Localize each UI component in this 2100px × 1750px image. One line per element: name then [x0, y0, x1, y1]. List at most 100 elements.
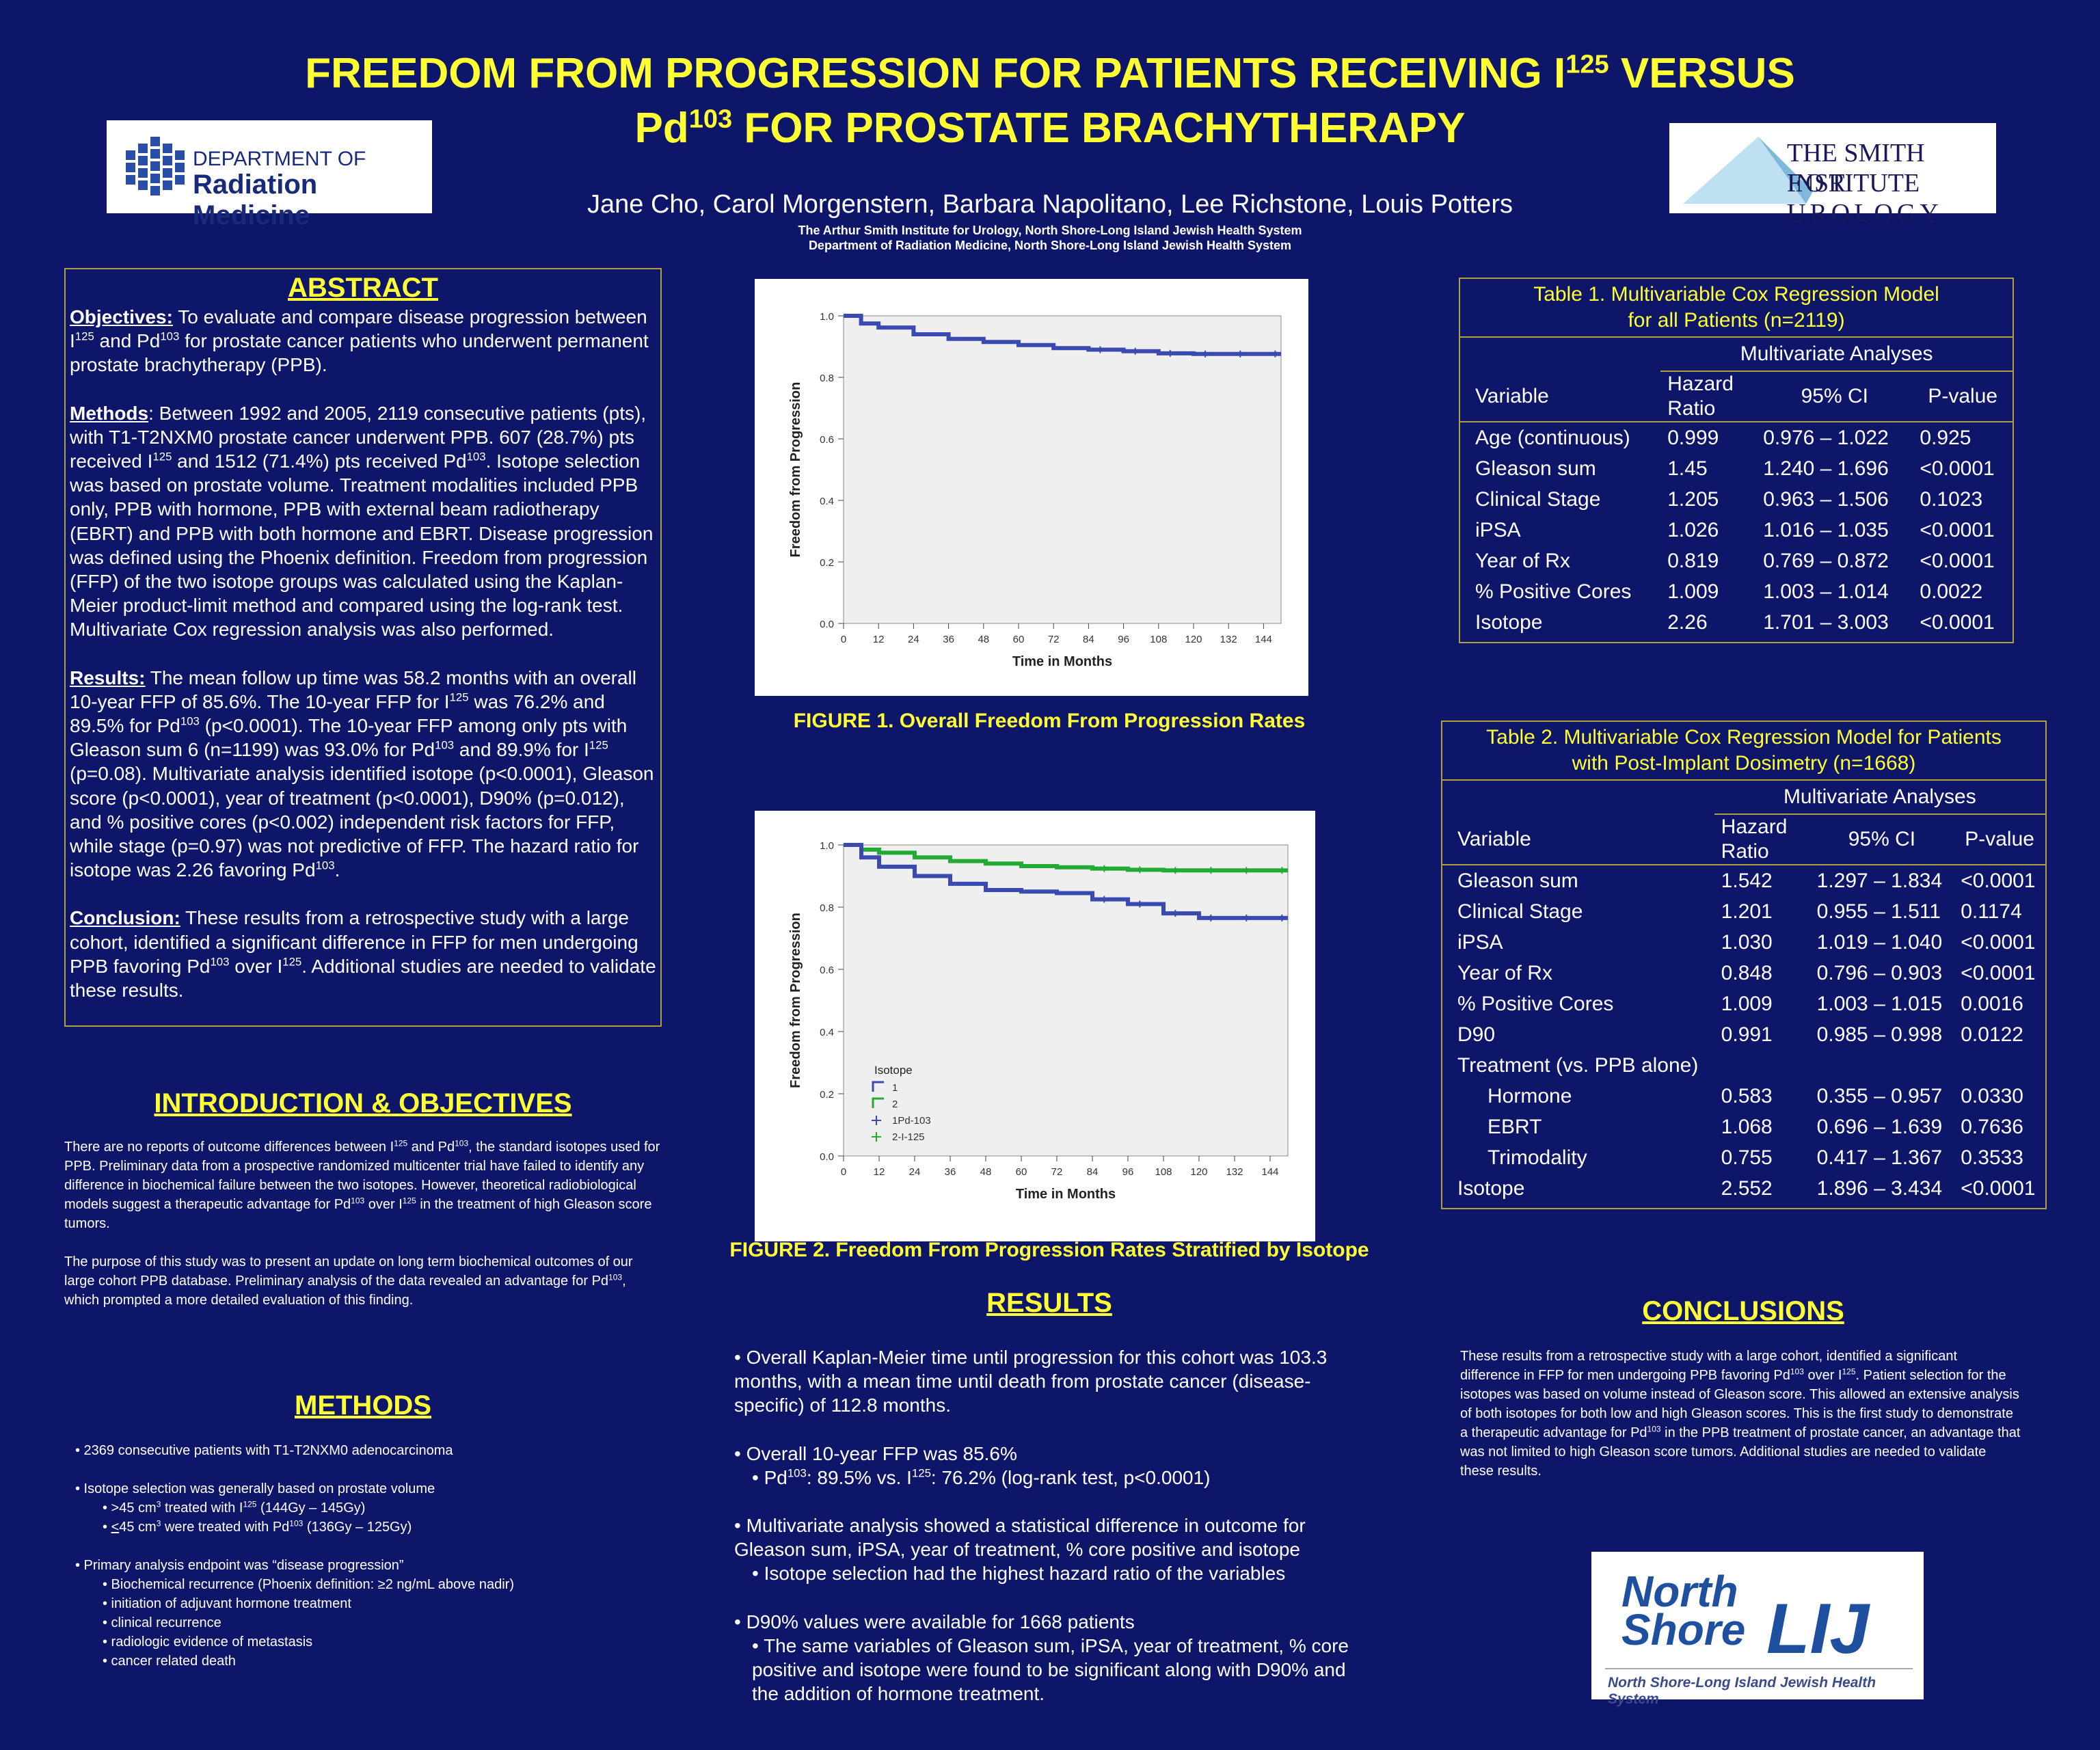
- x-tick-label: 132: [1226, 1166, 1243, 1178]
- table-row: Trimodality 0.755 0.417 – 1.367 0.3533: [1488, 1146, 2023, 1169]
- table1-box: Table 1. Multivariable Cox Regression Mo…: [1459, 278, 2014, 643]
- abstract-methods: Methods: Between 1992 and 2005, 2119 con…: [70, 402, 654, 641]
- x-tick-label: 72: [1048, 634, 1060, 645]
- x-tick-label: 72: [1051, 1166, 1063, 1178]
- table-header: Hazard Ratio: [1667, 373, 1734, 420]
- abstract-conclusion: Conclusion: These results from a retrosp…: [70, 907, 656, 1001]
- list-item: • Isotope selection was generally based …: [75, 1481, 435, 1496]
- censor-mark: [1243, 867, 1250, 874]
- legend-entry: 1: [892, 1082, 898, 1094]
- legend-entry: 2: [892, 1099, 898, 1110]
- x-tick-label: 132: [1220, 634, 1237, 645]
- affiliations: The Arthur Smith Institute for Urology, …: [0, 223, 2100, 253]
- legend-line-icon: [872, 1081, 884, 1092]
- list-item: • cancer related death: [103, 1654, 236, 1669]
- y-axis-label: Freedom from Progression: [788, 382, 803, 558]
- table-header: Variable: [1457, 827, 1531, 850]
- x-tick-label: 0: [841, 1166, 846, 1178]
- list-item: • The same variables of Gleason sum, iPS…: [752, 1634, 1349, 1705]
- x-tick-label: 48: [978, 634, 989, 645]
- table2: Multivariate Analyses Variable Hazard Rati…: [1442, 781, 2045, 1204]
- table-header: P-value: [1965, 828, 2034, 850]
- affiliation-1: The Arthur Smith Institute for Urology, …: [798, 224, 1302, 237]
- x-tick-label: 36: [945, 1166, 956, 1178]
- intro-text: There are no reports of outcome differen…: [64, 1138, 662, 1310]
- figure2-chart: 0.00.20.40.60.81.00 12 24 36 48 60 72 84 96 108 12…: [788, 840, 1289, 1202]
- list-item: • Isotope selection had the highest haza…: [752, 1563, 1286, 1585]
- list-item: • Overall 10-year FFP was 85.6%: [734, 1442, 1017, 1464]
- intro-paragraph-1: There are no reports of outcome differen…: [64, 1138, 660, 1231]
- censor-mark: [1101, 865, 1108, 872]
- list-item: • Overall Kaplan-Meier time until progre…: [734, 1347, 1328, 1416]
- list-item: • D90% values were available for 1668 pa…: [734, 1611, 1135, 1632]
- x-tick-label: 60: [1016, 1166, 1027, 1178]
- authors: Jane Cho, Carol Morgenstern, Barbara Nap…: [587, 190, 1513, 219]
- logo-caption: North Shore-Long Island Jewish Health Sy…: [1608, 1675, 1876, 1707]
- intro-paragraph-2: The purpose of this study was to present…: [64, 1254, 633, 1308]
- list-item: • radiologic evidence of metastasis: [103, 1634, 313, 1650]
- table-row: Gleason sum 1.542 1.297 – 1.834 <0.0001: [1457, 870, 2036, 892]
- methods-heading: METHODS: [295, 1390, 431, 1421]
- x-tick-label: 48: [980, 1166, 992, 1178]
- censor-mark: [1278, 914, 1286, 921]
- table-row: Age (continuous) 0.999 0.976 – 1.022 0.925: [1475, 427, 1971, 449]
- x-tick-label: 84: [1083, 634, 1094, 645]
- table-row: iPSA 1.026 1.016 – 1.035 <0.0001: [1475, 519, 1995, 541]
- y-tick-label: 0.2: [820, 557, 834, 569]
- legend-censor-icon: [872, 1116, 881, 1125]
- logo-smith-line2: FOR UROLOGY: [1787, 169, 1943, 228]
- x-tick-label: 96: [1122, 1166, 1134, 1178]
- table1: Multivariate Analyses Variable Hazard Rati…: [1460, 338, 2012, 638]
- legend-line-icon: [872, 1097, 884, 1108]
- figure1-plot: 0.0 0.2 0.4 0.6 0.8 1.0 0 12 24 36 48 60 72 84 96 108 12…: [755, 279, 1308, 696]
- abstract-heading: ABSTRACT: [288, 273, 438, 303]
- logo-north: North Shore: [1621, 1567, 1746, 1654]
- table-row: iPSA 1.030 1.019 – 1.040 <0.0001: [1457, 931, 2036, 954]
- list-item: • Primary analysis endpoint was “disease…: [75, 1558, 404, 1573]
- table-row: Gleason sum 1.45 1.240 – 1.696 <0.0001: [1475, 457, 1995, 480]
- list-item: • >45 cm3 treated with I125 (144Gy – 145…: [103, 1499, 366, 1516]
- table-row: % Positive Cores 1.009 1.003 – 1.015 0.0016: [1457, 993, 2023, 1015]
- results-heading: RESULTS: [986, 1288, 1112, 1318]
- x-tick-label: 120: [1185, 634, 1202, 645]
- list-item: • initiation of adjuvant hormone treatme…: [103, 1596, 351, 1611]
- table1-caption: Table 1. Multivariable Cox Regression Mo…: [1460, 279, 2012, 338]
- y-tick-label: 0.0: [820, 619, 834, 630]
- table-row: Year of Rx 0.819 0.769 – 0.872 <0.0001: [1475, 550, 1995, 572]
- x-tick-label: 36: [943, 634, 954, 645]
- table-row: Clinical Stage 1.201 0.955 – 1.511 0.1174: [1457, 900, 2022, 923]
- list-item: • Multivariate analysis showed a statist…: [734, 1515, 1306, 1561]
- km-curve-series-1: [844, 843, 1288, 873]
- logo-radmed-line: Radiation Medicine: [193, 170, 318, 230]
- y-tick-label: 0.8: [820, 902, 834, 914]
- y-tick-label: 0.0: [820, 1151, 834, 1163]
- logo-lij: LIJ: [1766, 1589, 1870, 1669]
- legend-censor-icon: [872, 1132, 881, 1142]
- pyramid-logo-icon: [1683, 137, 1813, 204]
- y-tick-label: 0.6: [820, 965, 834, 976]
- table-row: Isotope 2.26 1.701 – 3.003 <0.0001: [1475, 611, 1995, 634]
- table-header: 95% CI: [1848, 828, 1916, 850]
- y-tick-label: 1.0: [820, 311, 834, 323]
- list-item: • clinical recurrence: [103, 1615, 221, 1630]
- x-tick-label: 12: [874, 1166, 885, 1178]
- table-row: EBRT 1.068 0.696 – 1.639 0.7636: [1488, 1116, 2023, 1138]
- km-curve-series-1: [844, 314, 1281, 356]
- list-item: • Pd103: 89.5% vs. I125: 76.2% (log-rank…: [752, 1466, 1211, 1488]
- y-axis-label: Freedom from Progression: [788, 913, 803, 1088]
- figure2-plot: 0.0 0.2 0.4 0.6 0.8 1.0 0 12 24 36 48 60 72 84 96 108 12…: [755, 811, 1315, 1241]
- table-row: Year of Rx 0.848 0.796 – 0.903 <0.0001: [1457, 962, 2036, 984]
- table-row: % Positive Cores 1.009 1.003 – 1.014 0.0022: [1475, 580, 1983, 603]
- x-tick-label: 144: [1255, 634, 1272, 645]
- censor-mark: [1136, 900, 1144, 908]
- censor-mark: [1131, 347, 1139, 355]
- x-tick-label: 120: [1190, 1166, 1207, 1178]
- y-tick-label: 1.0: [820, 840, 834, 852]
- censor-mark: [1172, 910, 1179, 917]
- table-row: Isotope 2.552 1.896 – 3.434 <0.0001: [1457, 1177, 2036, 1200]
- censor-mark: [1096, 346, 1104, 353]
- plot-area: [843, 844, 1289, 1157]
- censor-mark: [1172, 867, 1179, 874]
- methods-list: • 2369 consecutive patients with T1-T2NX…: [75, 1441, 663, 1671]
- logo-smith-line1: THE SMITH INSTITUTE: [1787, 139, 1925, 198]
